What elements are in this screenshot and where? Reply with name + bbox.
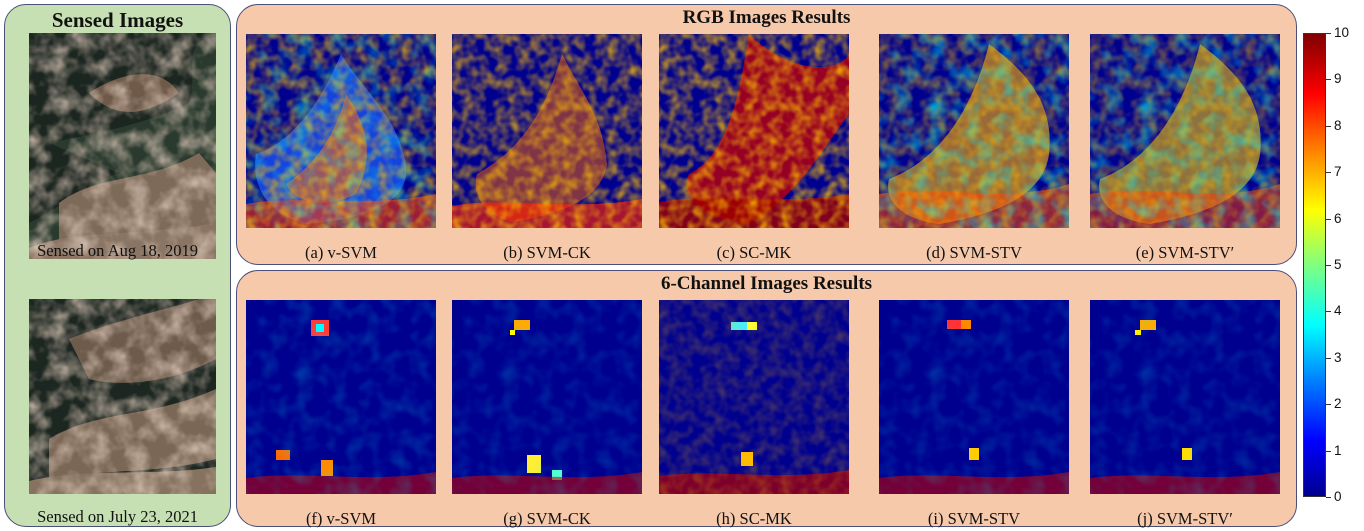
colorbar-tick-label: 0 <box>1334 489 1342 504</box>
result-map-c <box>659 34 849 228</box>
caption-a: (a) v-SVM <box>305 243 377 262</box>
colorbar-tick <box>1326 404 1331 406</box>
colorbar-tick <box>1326 311 1331 313</box>
caption-b: (b) SVM-CK <box>503 243 591 262</box>
colorbar-tick-label: 6 <box>1334 210 1342 226</box>
colorbar-tick-label: 7 <box>1334 164 1342 180</box>
caption-sensed-2019: Sensed on Aug 18, 2019 <box>37 241 198 260</box>
result-map-h <box>659 300 849 494</box>
colorbar-tick <box>1326 33 1331 34</box>
colorbar-tick <box>1326 79 1331 81</box>
six-channel-results-title: 6-Channel Images Results <box>660 273 873 294</box>
colorbar-tick-label: 9 <box>1334 71 1342 87</box>
caption-h: (h) SC-MK <box>716 509 792 528</box>
caption-j: (j) SVM-STV′ <box>1137 509 1233 528</box>
colorbar-tick <box>1326 357 1331 359</box>
caption-g: (g) SVM-CK <box>503 509 591 528</box>
caption-sensed-2021: Sensed on July 23, 2021 <box>37 507 198 526</box>
satellite-image-2019 <box>29 33 216 259</box>
colorbar-tick <box>1326 497 1331 498</box>
caption-d: (d) SVM-STV <box>926 243 1022 262</box>
colorbar-tick-label: 2 <box>1334 396 1342 412</box>
colorbar-tick-label: 3 <box>1334 349 1342 365</box>
result-map-f <box>246 300 436 494</box>
result-map-d <box>879 34 1069 228</box>
result-map-a <box>246 34 436 228</box>
satellite-image-2021 <box>29 299 216 525</box>
rgb-results-title: RGB Images Results <box>682 7 851 28</box>
caption-c: (c) SC-MK <box>716 243 792 262</box>
colorbar-tick <box>1326 125 1331 127</box>
colorbar-tick <box>1326 265 1331 266</box>
result-map-b <box>452 34 642 228</box>
colorbar-tick-label: 1 <box>1334 442 1342 458</box>
colorbar <box>1303 33 1326 497</box>
colorbar-tick <box>1326 172 1331 174</box>
colorbar-tick <box>1326 450 1331 452</box>
colorbar-tick-label: 5 <box>1334 257 1342 272</box>
caption-f: (f) v-SVM <box>305 509 377 528</box>
caption-e: (e) SVM-STV′ <box>1135 243 1235 262</box>
colorbar-tick <box>1326 218 1331 220</box>
colorbar-tick-label: 8 <box>1334 117 1342 133</box>
colorbar-tick-label: 4 <box>1334 303 1342 319</box>
sensed-images-title: Sensed Images <box>51 8 184 32</box>
result-map-e <box>1090 34 1280 228</box>
result-map-g <box>452 300 642 494</box>
result-map-i <box>879 300 1069 494</box>
result-map-j <box>1090 300 1280 494</box>
colorbar-tick-label: 10 <box>1334 25 1350 40</box>
caption-i: (i) SVM-STV <box>927 509 1021 528</box>
